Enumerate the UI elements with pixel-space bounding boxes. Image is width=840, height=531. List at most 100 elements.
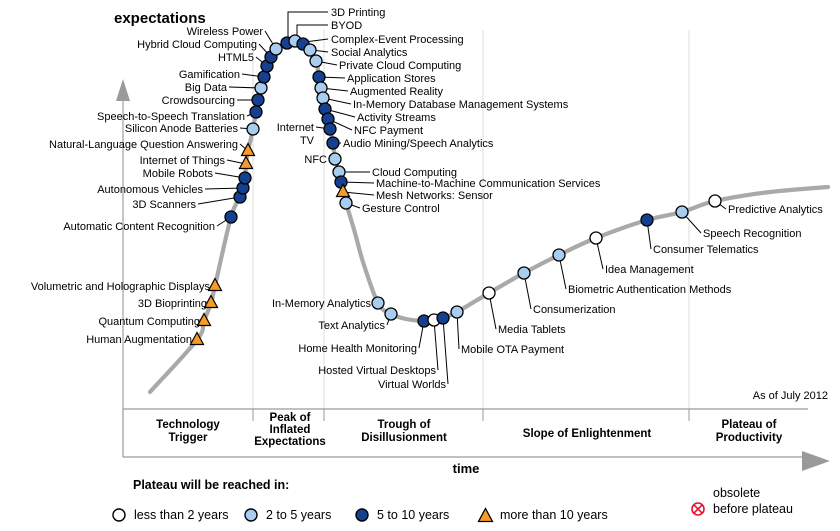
marker-in-memory-analytics bbox=[371, 296, 385, 310]
marker-gamification bbox=[257, 70, 271, 84]
label-autonomous-vehicles: Autonomous Vehicles bbox=[97, 184, 203, 196]
label-social-analytics: Social Analytics bbox=[331, 47, 408, 59]
label-big-data: Big Data bbox=[185, 82, 228, 94]
y-axis-arrow-icon bbox=[116, 79, 130, 101]
label-activity-streams: Activity Streams bbox=[357, 112, 436, 124]
label-automatic-content-recognition: Automatic Content Recognition bbox=[63, 221, 215, 233]
marker-consumer-telematics bbox=[640, 213, 654, 227]
label-machine-to-machine-communication-services: Machine-to-Machine Communication Service… bbox=[376, 178, 601, 190]
marker-audio-mining-speech-analytics bbox=[326, 136, 340, 150]
label-byod: BYOD bbox=[331, 20, 362, 32]
label-volumetric-and-holographic-displays: Volumetric and Holographic Displays bbox=[31, 281, 211, 293]
marker-mobile-robots bbox=[238, 171, 252, 185]
marker-idea-management bbox=[589, 231, 603, 245]
label-hybrid-cloud-computing: Hybrid Cloud Computing bbox=[137, 39, 257, 51]
label-gamification: Gamification bbox=[179, 69, 240, 81]
label-3d-bioprinting: 3D Bioprinting bbox=[138, 298, 207, 310]
marker-human-augmentation bbox=[189, 331, 205, 346]
label-biometric-authentication-methods: Biometric Authentication Methods bbox=[568, 284, 732, 296]
time-axis-arrow-icon bbox=[802, 451, 830, 471]
label-complex-event-processing: Complex-Event Processing bbox=[331, 34, 464, 46]
label-internet-of-things: Internet of Things bbox=[140, 155, 226, 167]
label-text-analytics: Text Analytics bbox=[318, 320, 385, 332]
label-human-augmentation: Human Augmentation bbox=[86, 334, 192, 346]
marker-social-analytics bbox=[303, 43, 317, 57]
label-nfc: NFC bbox=[304, 154, 327, 166]
marker-biometric-authentication-methods bbox=[552, 248, 566, 262]
label-html5: HTML5 bbox=[218, 52, 254, 64]
marker-in-memory-database-management-systems bbox=[316, 91, 330, 105]
phase-label-peak-of-inflated-expectations: Peak of bbox=[270, 412, 311, 424]
label-in-memory-database-management-systems: In-Memory Database Management Systems bbox=[353, 99, 569, 111]
marker-volumetric-and-holographic-displays bbox=[207, 277, 223, 292]
label-natural-language-question-answering: Natural-Language Question Answering bbox=[49, 139, 238, 151]
marker-quantum-computing bbox=[196, 312, 212, 327]
label-private-cloud-computing: Private Cloud Computing bbox=[339, 60, 461, 72]
label-home-health-monitoring: Home Health Monitoring bbox=[298, 343, 417, 355]
label-idea-management: Idea Management bbox=[605, 264, 694, 276]
label-hosted-virtual-desktops: Hosted Virtual Desktops bbox=[318, 365, 436, 377]
label-speech-recognition: Speech Recognition bbox=[703, 228, 801, 240]
marker-application-stores bbox=[312, 70, 326, 84]
leader-hosted-virtual-desktops bbox=[433, 319, 439, 371]
label-crowdsourcing: Crowdsourcing bbox=[162, 95, 235, 107]
phase-label-peak-of-inflated-expectations: Expectations bbox=[254, 436, 326, 448]
label-in-memory-analytics: In-Memory Analytics bbox=[272, 298, 372, 310]
label-quantum-computing: Quantum Computing bbox=[99, 316, 201, 328]
marker-big-data bbox=[254, 81, 268, 95]
phase-label-trough-of-disillusionment: Trough of bbox=[377, 419, 430, 431]
label-3d-scanners: 3D Scanners bbox=[132, 199, 196, 211]
marker-crowdsourcing bbox=[251, 93, 265, 107]
marker-internet-of-things bbox=[238, 155, 254, 170]
leader-3d-scanners bbox=[197, 196, 241, 205]
technology-labels: Human Augmentation Quantum Computing 3D Bi… bbox=[31, 7, 823, 391]
label-tv: TV bbox=[300, 135, 315, 147]
marker-speech-recognition bbox=[675, 205, 689, 219]
label-speech-to-speech-translation: Speech-to-Speech Translation bbox=[97, 111, 245, 123]
marker-silicon-anode-batteries bbox=[246, 122, 260, 136]
label-predictive-analytics: Predictive Analytics bbox=[728, 204, 823, 216]
y-axis-title: expectations bbox=[114, 10, 206, 27]
marker-wireless-power bbox=[269, 42, 283, 56]
phase-label-plateau-of-productivity: Plateau of bbox=[722, 419, 777, 431]
label-cloud-computing: Cloud Computing bbox=[372, 167, 457, 179]
label-silicon-anode-batteries: Silicon Anode Batteries bbox=[125, 123, 239, 135]
label-application-stores: Application Stores bbox=[347, 73, 436, 85]
label-gesture-control: Gesture Control bbox=[362, 203, 440, 215]
y-axis: expectations bbox=[114, 10, 206, 409]
label-mobile-robots: Mobile Robots bbox=[143, 168, 214, 180]
label-wireless-power: Wireless Power bbox=[187, 26, 264, 38]
marker-mobile-ota-payment bbox=[450, 305, 464, 319]
marker-natural-language-question-answering bbox=[240, 142, 256, 157]
hype-curve bbox=[147, 38, 831, 395]
marker-mesh-networks-sensor bbox=[335, 183, 351, 198]
marker-predictive-analytics bbox=[708, 194, 722, 208]
marker-text-analytics bbox=[384, 307, 398, 321]
marker-gesture-control bbox=[339, 196, 353, 210]
marker-speech-to-speech-translation bbox=[249, 105, 263, 119]
marker-machine-to-machine-communication-services bbox=[334, 175, 348, 189]
label-augmented-reality: Augmented Reality bbox=[350, 86, 443, 98]
label-consumer-telematics: Consumer Telematics bbox=[653, 244, 759, 256]
phase-label-peak-of-inflated-expectations: Inflated bbox=[270, 424, 311, 436]
label-mobile-ota-payment: Mobile OTA Payment bbox=[461, 344, 564, 356]
leader-virtual-worlds bbox=[442, 317, 449, 385]
marker-virtual-worlds bbox=[436, 311, 450, 325]
label-nfc-payment: NFC Payment bbox=[354, 125, 423, 137]
label-media-tablets: Media Tablets bbox=[498, 324, 566, 336]
label-consumerization: Consumerization bbox=[533, 304, 616, 316]
label-3d-printing: 3D Printing bbox=[331, 7, 385, 19]
phase-label-technology-trigger: Technology bbox=[156, 419, 220, 431]
label-internet: Internet bbox=[277, 122, 314, 134]
as-of-date: As of July 2012 bbox=[753, 390, 828, 402]
marker-private-cloud-computing bbox=[309, 54, 323, 68]
phase-label-plateau-of-productivity: Productivity bbox=[716, 432, 783, 444]
leader-mesh-networks-sensor bbox=[342, 191, 375, 196]
marker-automatic-content-recognition bbox=[224, 210, 238, 224]
label-audio-mining-speech-analytics: Audio Mining/Speech Analytics bbox=[343, 138, 494, 150]
x-axis-title: time bbox=[453, 461, 480, 476]
technology-markers bbox=[189, 34, 722, 346]
